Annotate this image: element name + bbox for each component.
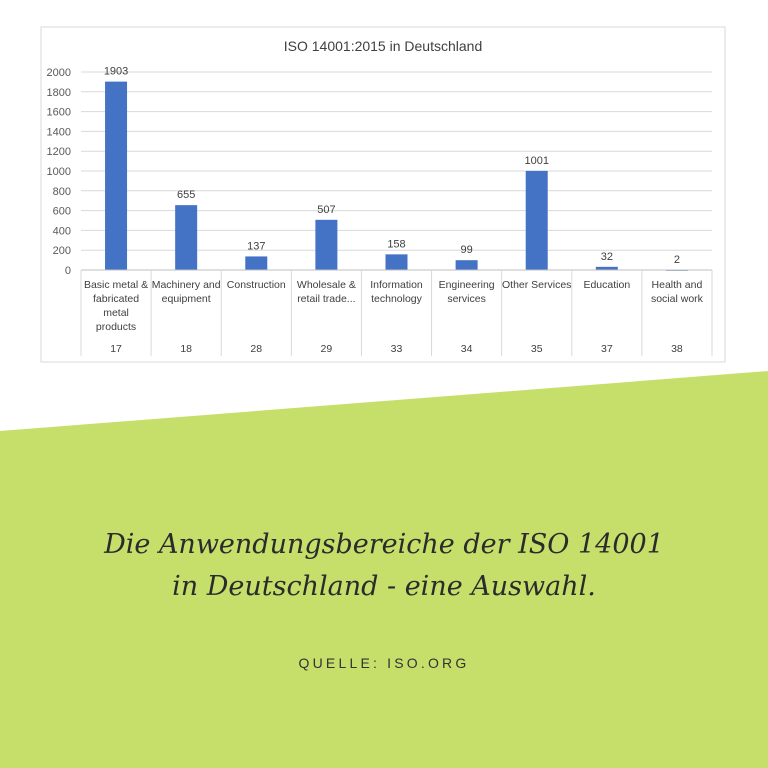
bar (525, 170, 548, 270)
headline: Die Anwendungsbereiche der ISO 14001 in … (0, 524, 768, 608)
bar (175, 205, 198, 270)
y-tick-label: 1000 (47, 166, 71, 178)
data-label: 655 (177, 189, 195, 201)
data-label: 32 (601, 251, 613, 263)
y-tick-label: 1800 (47, 87, 71, 99)
category-code: 34 (461, 343, 473, 355)
category-label: Machinery and equipment (152, 279, 221, 305)
category-code: 17 (110, 343, 122, 355)
category-label: Other Services (502, 279, 571, 291)
category-label: Engineering services (439, 279, 495, 305)
category-label: Education (583, 279, 630, 291)
category-code: 18 (180, 343, 192, 355)
category-code: 38 (671, 343, 683, 355)
category-label: Wholesale & retail trade... (297, 279, 356, 305)
category-label: Health and social work (651, 279, 704, 305)
y-tick-label: 800 (53, 186, 71, 198)
data-label: 99 (460, 244, 472, 256)
y-tick-label: 400 (53, 225, 71, 237)
data-label: 1903 (104, 66, 128, 78)
category-code: 28 (250, 343, 262, 355)
headline-line: Die Anwendungsbereiche der ISO 14001 (104, 529, 664, 560)
y-tick-label: 1200 (47, 146, 71, 158)
bar (385, 254, 408, 270)
y-tick-label: 600 (53, 206, 71, 218)
y-tick-label: 1400 (47, 126, 71, 138)
data-label: 1001 (524, 155, 548, 167)
bar (245, 256, 268, 270)
data-label: 158 (387, 238, 405, 250)
bar (315, 219, 338, 270)
category-label: Information technology (370, 279, 423, 305)
bar (595, 266, 618, 270)
category-code: 33 (391, 343, 403, 355)
y-tick-label: 1600 (47, 107, 71, 119)
source-label: QUELLE: ISO.ORG (298, 655, 470, 671)
y-tick-label: 2000 (47, 67, 71, 79)
category-code: 29 (321, 343, 333, 355)
bar (105, 81, 128, 270)
data-label: 2 (674, 254, 680, 266)
data-label: 137 (247, 240, 265, 252)
category-code: 37 (601, 343, 613, 355)
headline-line: in Deutschland - eine Auswahl. (172, 571, 596, 602)
bar (455, 260, 478, 270)
y-tick-label: 200 (53, 245, 71, 257)
category-label: Basic metal & fabricated metal products (84, 279, 148, 333)
category-label: Construction (227, 279, 286, 291)
y-tick-label: 0 (65, 265, 71, 277)
data-label: 507 (317, 204, 335, 216)
category-code: 35 (531, 343, 543, 355)
chart-frame (40, 26, 726, 363)
chart-title: ISO 14001:2015 in Deutschland (284, 38, 482, 54)
